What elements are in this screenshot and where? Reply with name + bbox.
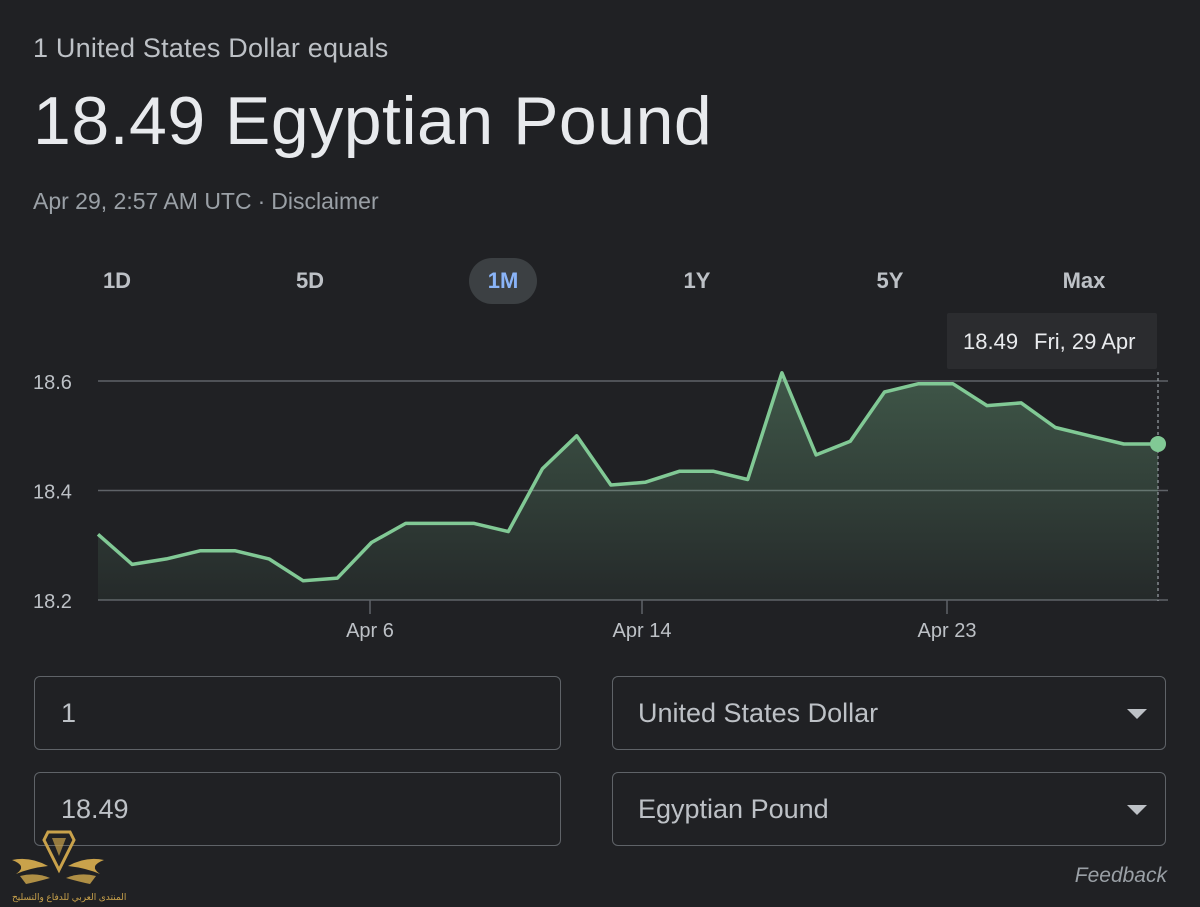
from-amount-input[interactable]: 1 (34, 676, 561, 750)
x-tick-label: Apr 6 (346, 620, 394, 642)
to-amount-input[interactable]: 18.49 (34, 772, 561, 846)
watermark-text: المنتدى العربي للدفاع والتسليح (12, 892, 127, 902)
to-amount-value: 18.49 (61, 793, 129, 824)
range-tab-1y[interactable]: 1Y (683, 268, 711, 293)
conversion-result: 18.49 Egyptian Pound (33, 83, 713, 159)
y-tick-label: 18.4 (33, 482, 72, 504)
x-axis: Apr 6 Apr 14 Apr 23 (346, 600, 976, 642)
timestamp: Apr 29, 2:57 AM UTC (33, 188, 252, 214)
exchange-rate-chart[interactable]: 18.6 18.4 18.2 Apr 6 Apr 14 Apr 23 18.49 Fri… (0, 300, 1200, 660)
y-tick-label: 18.2 (33, 591, 72, 613)
to-currency-select[interactable]: Egyptian Pound (612, 772, 1166, 846)
watermark-logo (12, 830, 104, 884)
range-tab-max[interactable]: Max (1062, 268, 1106, 293)
y-tick-label: 18.6 (33, 372, 72, 394)
feedback-link[interactable]: Feedback (1074, 864, 1167, 887)
chart-tooltip: 18.49 Fri, 29 Apr (947, 313, 1157, 369)
tooltip-value: 18.49 (963, 329, 1018, 354)
hover-point (1150, 435, 1166, 452)
y-axis-labels: 18.6 18.4 18.2 (33, 372, 72, 613)
x-tick-label: Apr 14 (613, 620, 672, 642)
chart-series-line (96, 371, 1158, 583)
x-tick-label: Apr 23 (918, 620, 977, 642)
to-currency-value: Egyptian Pound (638, 793, 829, 824)
separator: · (257, 188, 266, 214)
chart-area-fill (98, 372, 1158, 600)
chevron-down-icon (1127, 709, 1147, 719)
tooltip-date: Fri, 29 Apr (1034, 329, 1135, 354)
range-tab-1d[interactable]: 1D (102, 268, 132, 293)
from-amount-value: 1 (61, 697, 77, 728)
disclaimer-link[interactable]: Disclaimer (271, 188, 379, 214)
from-currency-select[interactable]: United States Dollar (612, 676, 1166, 750)
range-tab-1m[interactable]: 1M (469, 258, 537, 304)
conversion-subtitle: 1 United States Dollar equals (33, 33, 389, 63)
chevron-down-icon (1127, 805, 1147, 815)
from-currency-value: United States Dollar (638, 697, 879, 728)
range-tab-5d[interactable]: 5D (295, 268, 325, 293)
range-tab-5y[interactable]: 5Y (876, 268, 904, 293)
timestamp-line: Apr 29, 2:57 AM UTC · Disclaimer (33, 188, 379, 215)
